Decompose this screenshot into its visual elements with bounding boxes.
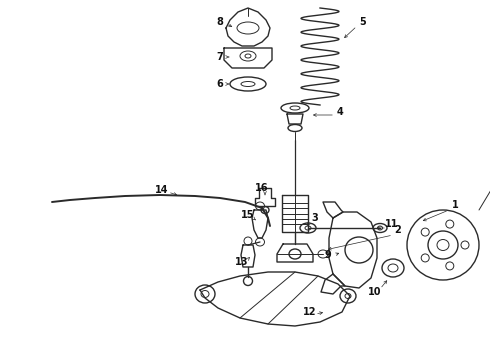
Text: 15: 15 xyxy=(241,210,255,220)
Text: 13: 13 xyxy=(235,257,249,267)
Text: 10: 10 xyxy=(368,287,382,297)
Text: 16: 16 xyxy=(255,183,269,193)
Text: 6: 6 xyxy=(217,79,223,89)
Text: 1: 1 xyxy=(452,200,458,210)
Text: 11: 11 xyxy=(385,219,399,229)
Text: 2: 2 xyxy=(394,225,401,235)
Text: 7: 7 xyxy=(217,52,223,62)
Text: 12: 12 xyxy=(303,307,317,317)
Text: 4: 4 xyxy=(337,107,343,117)
Text: 3: 3 xyxy=(312,213,318,223)
Text: 5: 5 xyxy=(360,17,367,27)
Text: 14: 14 xyxy=(155,185,169,195)
Text: 9: 9 xyxy=(325,250,331,260)
Text: 8: 8 xyxy=(217,17,223,27)
